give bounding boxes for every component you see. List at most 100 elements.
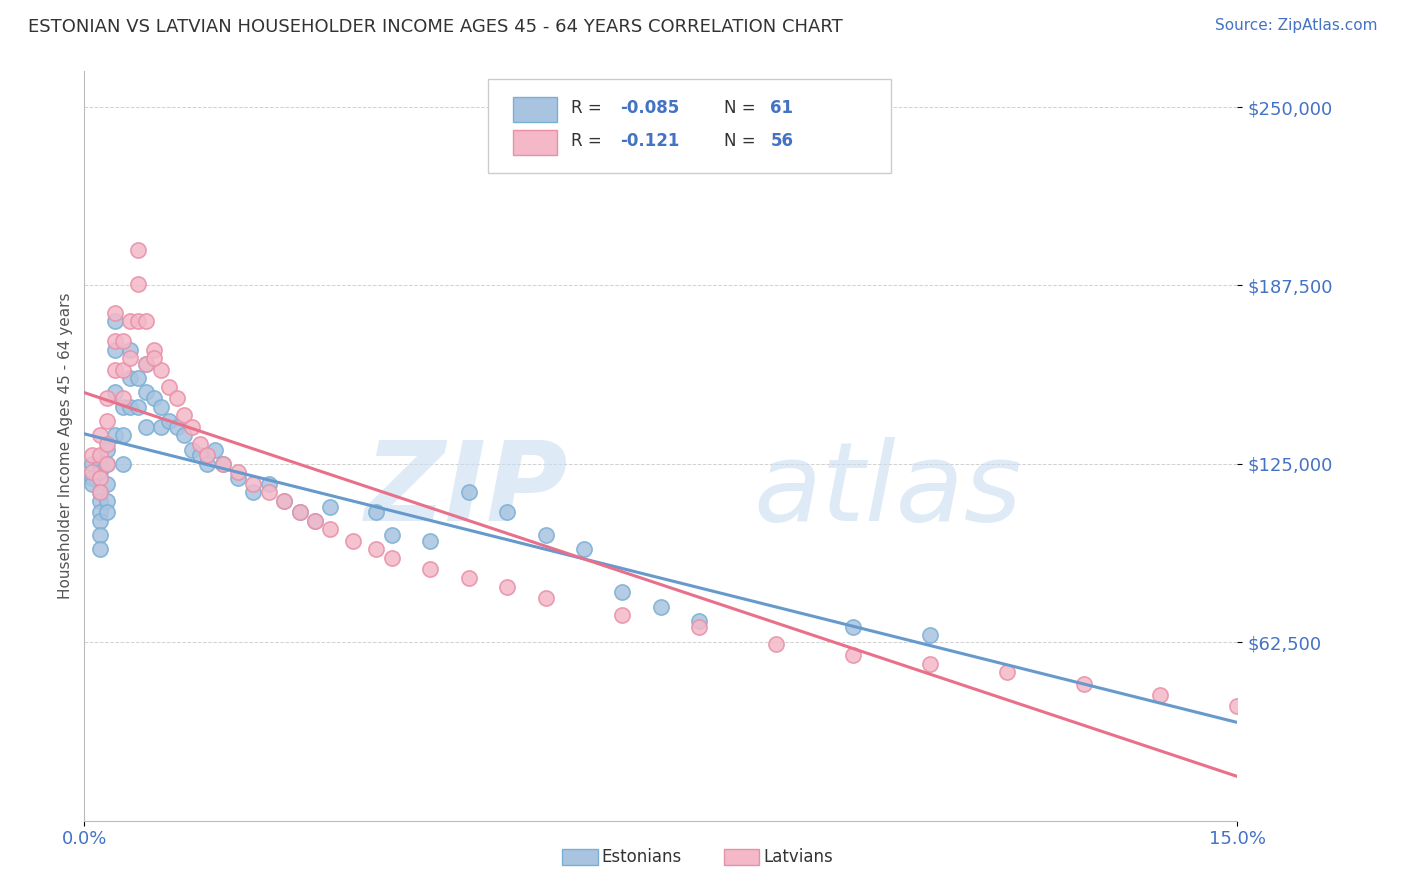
Point — [104, 385, 127, 400]
FancyBboxPatch shape — [488, 78, 891, 172]
Point — [96, 476, 118, 491]
Point — [111, 457, 134, 471]
Point — [150, 400, 173, 414]
Text: -0.121: -0.121 — [620, 132, 681, 150]
Point — [127, 371, 149, 385]
Point — [135, 357, 157, 371]
Point — [89, 428, 111, 442]
Point — [135, 314, 157, 328]
Text: Estonians: Estonians — [602, 848, 682, 866]
Point — [89, 542, 111, 557]
Text: R =: R = — [571, 132, 602, 150]
Point — [195, 457, 218, 471]
Point — [534, 591, 557, 605]
Point — [918, 628, 941, 642]
Point — [80, 448, 103, 462]
Point — [96, 457, 118, 471]
Point — [226, 471, 249, 485]
Point — [366, 542, 388, 557]
Point — [366, 505, 388, 519]
Point — [304, 514, 326, 528]
Point — [96, 437, 118, 451]
Point — [842, 619, 865, 633]
Point — [142, 351, 165, 366]
Point — [181, 419, 204, 434]
Point — [211, 457, 233, 471]
Point — [96, 505, 118, 519]
Point — [257, 476, 280, 491]
Point — [319, 500, 342, 514]
Point — [80, 476, 103, 491]
Point — [419, 562, 441, 576]
Point — [650, 599, 672, 614]
Point — [1149, 688, 1171, 702]
Point — [80, 466, 103, 480]
Text: Latvians: Latvians — [763, 848, 834, 866]
Point — [127, 314, 149, 328]
Point — [918, 657, 941, 671]
Point — [166, 391, 188, 405]
Point — [142, 391, 165, 405]
Point — [104, 334, 127, 348]
Point — [195, 448, 218, 462]
Point — [89, 505, 111, 519]
Point — [288, 505, 311, 519]
Point — [127, 277, 149, 291]
Point — [688, 614, 710, 628]
Point — [188, 437, 211, 451]
Point — [104, 362, 127, 376]
Point — [127, 400, 149, 414]
Point — [89, 494, 111, 508]
Text: -0.085: -0.085 — [620, 99, 679, 117]
Point — [89, 457, 111, 471]
Point — [111, 362, 134, 376]
Point — [89, 485, 111, 500]
Point — [96, 494, 118, 508]
Point — [342, 533, 364, 548]
Point — [142, 343, 165, 357]
Point — [104, 343, 127, 357]
Point — [534, 528, 557, 542]
Point — [457, 571, 479, 585]
Point — [135, 385, 157, 400]
Bar — [513, 97, 557, 121]
Point — [496, 505, 519, 519]
Point — [111, 391, 134, 405]
Point — [257, 485, 280, 500]
Point — [211, 457, 233, 471]
Point — [304, 514, 326, 528]
Point — [1073, 676, 1095, 690]
Point — [135, 419, 157, 434]
Point — [89, 485, 111, 500]
Text: ESTONIAN VS LATVIAN HOUSEHOLDER INCOME AGES 45 - 64 YEARS CORRELATION CHART: ESTONIAN VS LATVIAN HOUSEHOLDER INCOME A… — [28, 18, 842, 36]
Text: R =: R = — [571, 99, 602, 117]
Point — [273, 494, 295, 508]
Point — [96, 391, 118, 405]
Point — [96, 414, 118, 428]
Point — [111, 428, 134, 442]
Point — [381, 528, 404, 542]
Point — [688, 619, 710, 633]
Point — [173, 428, 195, 442]
Point — [89, 448, 111, 462]
Point — [572, 542, 595, 557]
Point — [273, 494, 295, 508]
Point — [381, 551, 404, 566]
Point — [1226, 699, 1249, 714]
Point — [226, 466, 249, 480]
Text: N =: N = — [724, 132, 756, 150]
Y-axis label: Householder Income Ages 45 - 64 years: Householder Income Ages 45 - 64 years — [58, 293, 73, 599]
Point — [96, 442, 118, 457]
Point — [842, 648, 865, 662]
Point — [457, 485, 479, 500]
Point — [120, 351, 142, 366]
Text: N =: N = — [724, 99, 756, 117]
Point — [150, 419, 173, 434]
Point — [612, 608, 634, 623]
Point — [89, 528, 111, 542]
Point — [120, 371, 142, 385]
Point — [80, 471, 103, 485]
Point — [89, 471, 111, 485]
Point — [127, 243, 149, 257]
Point — [765, 637, 787, 651]
